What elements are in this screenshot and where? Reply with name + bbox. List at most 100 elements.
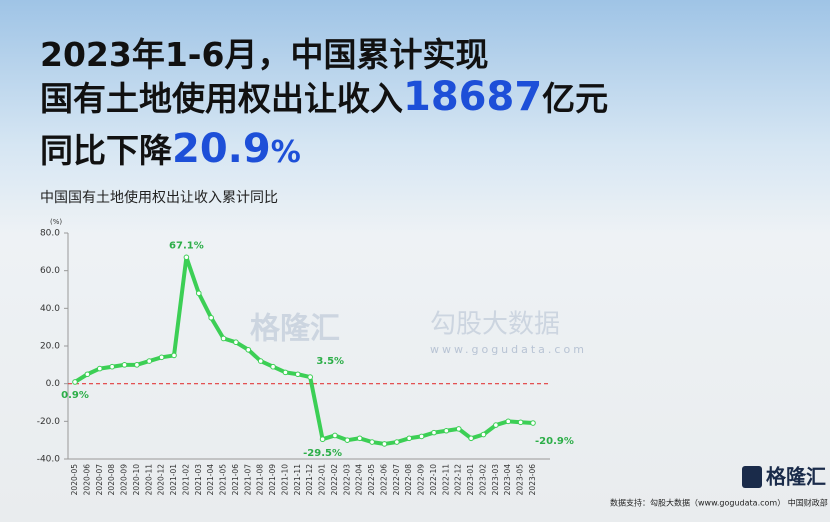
data-point [394, 439, 400, 445]
x-tick-label: 2022-10 [429, 464, 438, 496]
x-tick-label: 2023-03 [491, 464, 500, 496]
data-point [443, 427, 450, 434]
x-tick-label: 2021-06 [231, 464, 240, 496]
x-tick-label: 2021-04 [206, 464, 215, 496]
x-tick-label: 2021-03 [194, 464, 203, 496]
data-point [220, 335, 227, 342]
data-point [468, 435, 474, 442]
value-label: -20.9% [535, 436, 574, 447]
data-point [257, 358, 264, 364]
y-tick-label: 80.0 [40, 229, 60, 239]
headline: 同比下降20.9% [40, 124, 301, 172]
data-point [344, 437, 351, 443]
data-point [158, 354, 165, 361]
watermark-name: 勾股大数据 [430, 310, 560, 340]
data-point [134, 362, 140, 368]
y-tick-label: 60.0 [40, 266, 60, 276]
y-unit: (%) [50, 218, 62, 226]
x-tick-label: 2023-02 [478, 464, 487, 496]
data-point [195, 290, 202, 297]
y-tick-label: 40.0 [40, 304, 60, 314]
x-tick-label: 2020-05 [70, 464, 79, 496]
data-point [431, 429, 437, 436]
x-tick-label: 2021-05 [219, 464, 228, 496]
x-tick-label: 2020-08 [107, 464, 116, 496]
chart-title: 中国国有土地使用权出让收入累计同比 [40, 189, 278, 206]
headline-change: 20.9 [172, 126, 271, 172]
x-tick-label: 2022-03 [342, 464, 351, 496]
data-point [369, 439, 375, 445]
x-tick-label: 2020-11 [144, 464, 153, 496]
x-tick-label: 2020-10 [132, 464, 141, 496]
x-tick-label: 2022-11 [441, 464, 450, 496]
x-tick-label: 2022-02 [330, 464, 339, 496]
data-point [493, 422, 499, 428]
data-point [319, 436, 326, 443]
value-label: 3.5% [316, 356, 344, 367]
data-point [183, 254, 190, 261]
headline-unit: % [270, 135, 301, 170]
x-tick-label: 2022-08 [404, 464, 413, 496]
data-point [295, 371, 301, 378]
data-point [530, 420, 536, 426]
y-tick-label: -20.0 [37, 417, 61, 427]
x-tick-label: 2021-01 [169, 464, 178, 496]
data-point [406, 435, 413, 442]
x-tick-label: 2022-01 [318, 464, 327, 496]
data-point [282, 369, 289, 376]
value-label: 0.9% [61, 390, 89, 401]
logo-text: 格隆汇 [766, 465, 826, 489]
data-point [146, 358, 153, 364]
x-tick-label: 2020-06 [82, 464, 91, 496]
x-tick-label: 2021-02 [181, 464, 190, 496]
y-tick-label: 20.0 [40, 342, 60, 352]
x-tick-label: 2020-09 [120, 464, 129, 496]
logo-icon [742, 466, 762, 488]
data-point [505, 418, 512, 425]
x-tick-label: 2020-12 [157, 464, 166, 496]
watermark-url: www.gogudata.com [430, 343, 587, 356]
data-point [307, 374, 313, 380]
x-tick-label: 2022-04 [355, 464, 364, 496]
data-point [455, 426, 462, 432]
x-tick-label: 2022-12 [454, 464, 463, 496]
headline-text: 同比下降 [40, 131, 172, 170]
x-tick-label: 2021-08 [256, 464, 265, 496]
x-tick-label: 2022-07 [392, 464, 401, 496]
x-tick-label: 2022-05 [367, 464, 376, 496]
x-tick-label: 2023-04 [503, 464, 512, 496]
x-tick-label: 2022-06 [379, 464, 388, 496]
data-point [96, 365, 103, 372]
data-point [517, 419, 524, 426]
data-point [381, 441, 388, 447]
data-point [171, 352, 177, 359]
x-tick-label: 2021-11 [293, 464, 302, 496]
data-point [332, 432, 338, 439]
x-tick-label: 2021-07 [243, 464, 252, 496]
headline: 国有土地使用权出让收入18687亿元 [40, 72, 608, 120]
x-tick-label: 2023-01 [466, 464, 475, 496]
value-label: -29.5% [303, 448, 342, 459]
x-tick-label: 2023-06 [528, 464, 537, 496]
data-point [109, 363, 115, 370]
headline-amount: 18687 [403, 74, 543, 120]
data-point [480, 431, 487, 438]
data-point [356, 435, 363, 442]
watermark-brand: 格隆汇 [250, 312, 340, 347]
data-point [121, 362, 128, 368]
headline: 2023年1-6月，中国累计实现 [40, 28, 488, 76]
source: 数据支持：勾股大数据（www.gogudata.com） 中国财政部 [610, 498, 828, 508]
data-point [270, 363, 276, 370]
headline-text: 国有土地使用权出让收入 [40, 79, 403, 118]
x-tick-label: 2021-10 [280, 464, 289, 496]
data-point [245, 346, 252, 353]
data-point [84, 371, 91, 378]
headline-unit: 亿元 [542, 79, 609, 118]
x-tick-label: 2023-05 [516, 464, 525, 496]
headline-text: 2023年1-6月，中国累计实现 [40, 35, 489, 74]
x-tick-label: 2021-09 [268, 464, 277, 496]
y-tick-label: 0.0 [46, 379, 61, 389]
x-tick-label: 2020-07 [95, 464, 104, 496]
